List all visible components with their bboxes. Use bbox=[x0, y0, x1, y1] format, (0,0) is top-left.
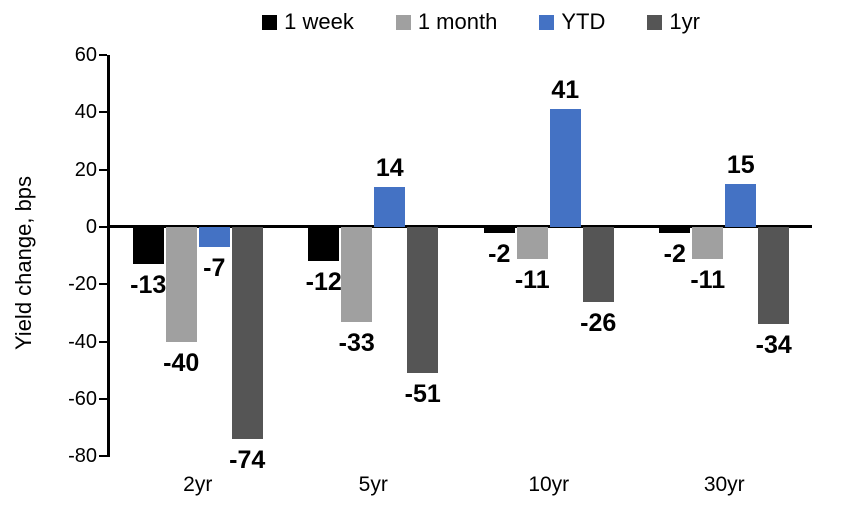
bar-1yr-2yr bbox=[231, 227, 263, 440]
y-tick-label: -40 bbox=[68, 330, 97, 353]
bar-1-week-5yr bbox=[308, 227, 340, 262]
bar-1-month-2yr bbox=[165, 227, 197, 342]
legend-item-1-month: 1 month bbox=[395, 9, 498, 34]
legend-label: 1 month bbox=[417, 9, 498, 34]
y-tick-label: 60 bbox=[74, 44, 97, 66]
legend-item-1-week: 1 week bbox=[262, 10, 354, 34]
y-axis-tick bbox=[99, 398, 107, 400]
legend-item-1yr: 1yr bbox=[647, 10, 700, 34]
y-tick-label: 0 bbox=[85, 216, 97, 238]
y-tick-label: -80 bbox=[68, 445, 97, 468]
data-label-1-week-2yr: -13 bbox=[130, 271, 167, 300]
data-label-1-week-5yr: -12 bbox=[305, 268, 342, 297]
legend-marker-icon bbox=[647, 14, 663, 30]
x-category-label-10yr: 10yr bbox=[528, 473, 570, 496]
data-label-1yr-10yr: -26 bbox=[580, 308, 617, 337]
y-axis-tick bbox=[99, 111, 107, 114]
y-tick-label: -60 bbox=[68, 388, 97, 410]
y-axis-tick bbox=[99, 168, 107, 171]
data-label-1yr-30yr: -34 bbox=[755, 331, 792, 360]
data-label-1-week-10yr: -2 bbox=[488, 239, 511, 268]
bar-1-week-2yr bbox=[132, 227, 164, 265]
data-label-YTD-30yr: 15 bbox=[726, 151, 755, 179]
bar-1-month-30yr bbox=[692, 227, 724, 259]
bar-YTD-30yr bbox=[725, 184, 757, 227]
bar-1-month-5yr bbox=[341, 227, 373, 322]
legend-item-YTD: YTD bbox=[539, 10, 605, 34]
bar-1yr-30yr bbox=[758, 227, 790, 325]
data-label-1-week-30yr: -2 bbox=[663, 239, 686, 268]
legend-marker-icon bbox=[262, 14, 278, 30]
y-axis-title: Yield change, bps bbox=[11, 175, 36, 351]
data-label-1-month-2yr: -40 bbox=[163, 348, 200, 377]
legend-marker-icon bbox=[539, 14, 555, 30]
y-axis-tick bbox=[99, 283, 107, 286]
legend-label: 1 week bbox=[284, 9, 354, 34]
y-tick-label: -20 bbox=[68, 273, 97, 296]
x-axis-line bbox=[110, 225, 812, 228]
y-axis-tick bbox=[99, 54, 107, 56]
data-label-1yr-2yr: -74 bbox=[229, 446, 266, 475]
data-label-1-month-30yr: -11 bbox=[690, 265, 726, 294]
bar-1-week-10yr bbox=[483, 227, 515, 233]
bar-YTD-5yr bbox=[374, 186, 406, 227]
bar-1-week-30yr bbox=[659, 227, 691, 233]
data-label-1-month-10yr: -11 bbox=[514, 265, 550, 294]
chart-legend: 1 week 1 month YTD 1yr bbox=[130, 8, 832, 36]
data-label-YTD-5yr: 14 bbox=[375, 153, 404, 182]
legend-marker-icon bbox=[395, 14, 411, 30]
y-axis-tick bbox=[99, 226, 107, 228]
y-axis-tick bbox=[99, 340, 107, 343]
legend-label: YTD bbox=[561, 9, 606, 34]
y-tick-label: 40 bbox=[74, 101, 97, 124]
legend-label: 1yr bbox=[669, 9, 700, 34]
x-category-label-30yr: 30yr bbox=[703, 473, 745, 496]
x-category-label-5yr: 5yr bbox=[358, 473, 388, 496]
data-label-1yr-5yr: -51 bbox=[404, 380, 441, 409]
bar-1yr-10yr bbox=[582, 227, 614, 302]
y-axis-tick bbox=[99, 455, 107, 458]
bar-YTD-2yr bbox=[198, 227, 230, 248]
y-tick-label: 20 bbox=[74, 158, 97, 181]
x-category-label-2yr: 2yr bbox=[183, 473, 213, 496]
data-label-YTD-10yr: 41 bbox=[551, 76, 580, 105]
bar-1yr-5yr bbox=[407, 227, 439, 374]
bar-YTD-10yr bbox=[549, 109, 581, 227]
data-label-1-month-5yr: -33 bbox=[338, 328, 375, 357]
bar-1-month-10yr bbox=[516, 227, 548, 259]
data-label-YTD-2yr: -7 bbox=[203, 254, 226, 283]
y-axis-line bbox=[107, 55, 110, 457]
